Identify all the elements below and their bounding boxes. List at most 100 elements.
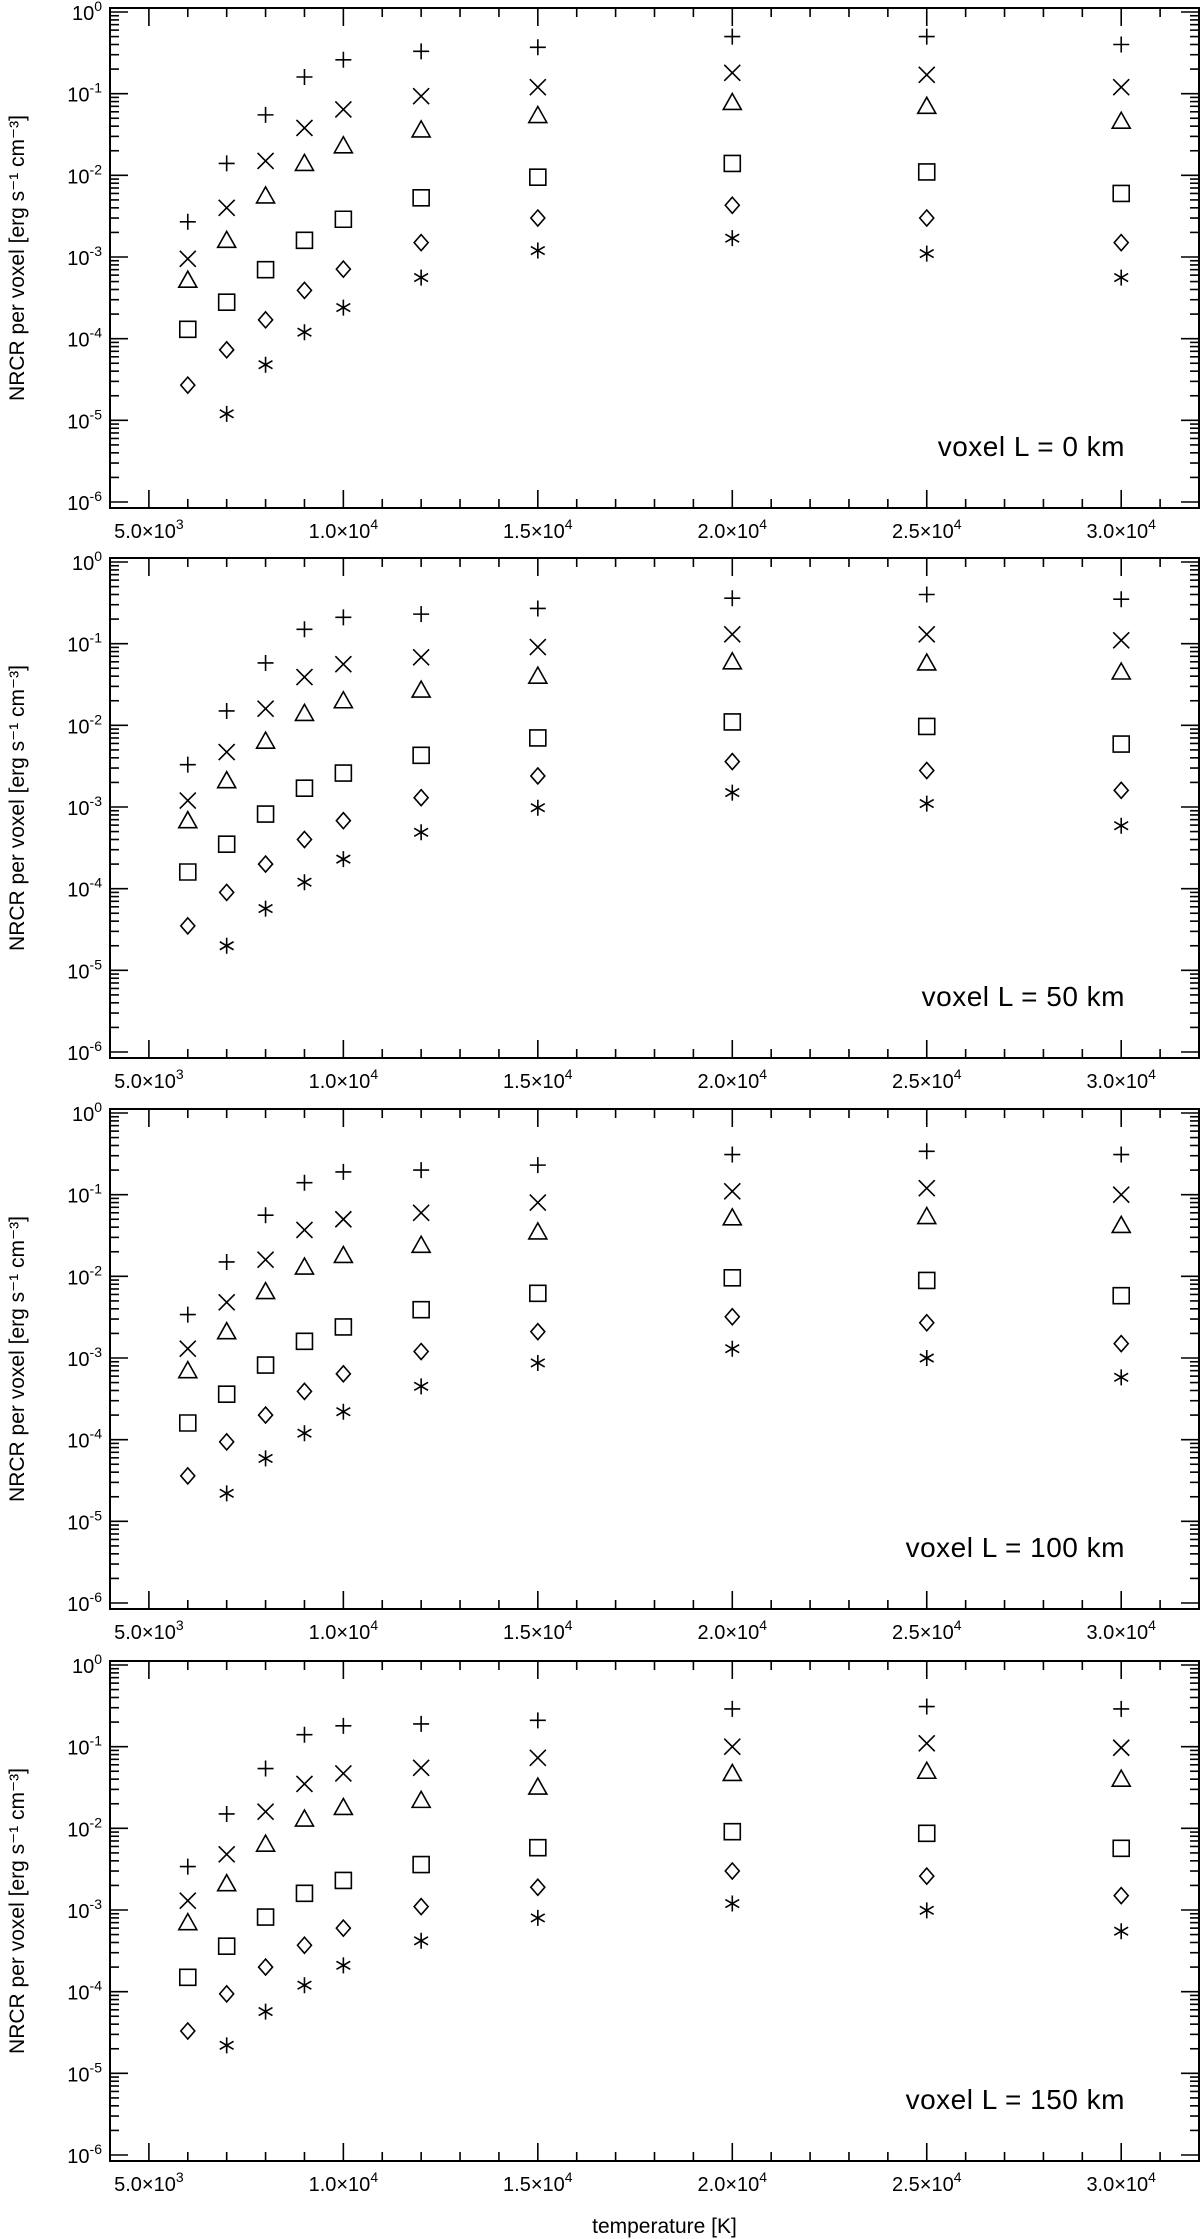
y-tick-base: 10 <box>67 880 89 902</box>
point-triangle <box>332 1244 354 1264</box>
point-cross <box>257 1803 275 1821</box>
x-tick-label: 1.0×104 <box>309 516 379 543</box>
x-tick-mantissa: 5.0×10 <box>114 2174 176 2196</box>
x-tick-exp: 4 <box>954 2169 962 2185</box>
point-cross <box>295 1775 314 1793</box>
x-tick-label: 1.5×104 <box>503 1066 573 1093</box>
point-diamond <box>1113 233 1130 252</box>
y-tick-base: 10 <box>72 1656 94 1678</box>
y-tick-base: 10 <box>67 1983 89 2005</box>
x-tick-label: 2.5×104 <box>892 516 962 543</box>
y-tick-label: 10-1 <box>67 1733 102 1760</box>
y-tick-exp: -3 <box>90 1896 103 1912</box>
point-triangle <box>294 1808 315 1827</box>
point-cross <box>334 655 352 673</box>
point-square <box>334 1318 353 1336</box>
panel-label: voxel L = 50 km <box>922 981 1125 1012</box>
point-square <box>412 1855 430 1874</box>
y-tick-base: 10 <box>67 2064 89 2086</box>
point-cross <box>295 1221 314 1239</box>
y-tick-exp: 0 <box>94 548 102 564</box>
x-tick-label: 2.5×104 <box>892 2169 962 2196</box>
y-axis-label: NRCR per voxel [erg s⁻¹ cm⁻³] <box>6 1216 29 1502</box>
y-tick-base: 10 <box>67 166 89 188</box>
y-tick-base: 10 <box>67 85 89 107</box>
x-tick-label: 5.0×103 <box>114 1066 184 1093</box>
y-tick-base: 10 <box>67 1738 89 1760</box>
point-triangle <box>177 1912 199 1931</box>
point-triangle <box>294 152 315 172</box>
y-tick-exp: -5 <box>90 1507 103 1523</box>
point-square <box>178 1968 197 1987</box>
point-plus <box>257 106 274 123</box>
point-triangle <box>332 1796 354 1816</box>
point-plus <box>296 68 313 85</box>
point-triangle <box>527 1776 549 1795</box>
y-tick-label: 10-4 <box>67 1978 102 2005</box>
y-tick-exp: -3 <box>90 1344 103 1360</box>
point-triangle <box>216 1321 238 1340</box>
point-diamond <box>529 1322 546 1341</box>
y-axis-label: NRCR per voxel [erg s⁻¹ cm⁻³] <box>6 1768 29 2054</box>
point-diamond <box>1113 781 1130 800</box>
x-tick-mantissa: 1.5×10 <box>503 521 565 543</box>
point-asterisk <box>1113 1923 1129 1940</box>
y-tick-label: 10-5 <box>67 956 102 983</box>
point-plus <box>1113 591 1130 608</box>
point-asterisk <box>1113 817 1129 834</box>
y-tick-base: 10 <box>67 798 89 820</box>
x-tick-label: 1.5×104 <box>503 516 573 543</box>
point-cross <box>1112 631 1130 649</box>
point-diamond <box>296 1936 313 1955</box>
x-tick-mantissa: 1.5×10 <box>503 1071 565 1093</box>
point-diamond <box>918 208 935 228</box>
x-tick-exp: 4 <box>565 1617 573 1633</box>
point-square <box>917 717 936 736</box>
y-tick-base: 10 <box>67 1819 89 1841</box>
point-square <box>217 835 236 854</box>
point-plus <box>724 28 741 45</box>
x-tick-exp: 3 <box>176 1617 184 1633</box>
point-diamond <box>179 1466 196 1486</box>
y-tick-exp: -1 <box>90 80 103 96</box>
y-tick-exp: -6 <box>90 1589 103 1605</box>
point-square <box>1112 184 1131 203</box>
y-tick-label: 10-6 <box>67 1589 102 1616</box>
point-asterisk <box>530 242 546 259</box>
x-tick-exp: 4 <box>759 1066 767 1082</box>
point-plus <box>335 609 352 626</box>
point-plus <box>724 590 741 607</box>
x-tick-exp: 4 <box>565 1066 573 1082</box>
point-plus <box>296 1726 313 1743</box>
point-diamond <box>413 1342 430 1361</box>
point-asterisk <box>919 245 935 262</box>
point-plus <box>218 155 235 172</box>
point-asterisk <box>297 1425 312 1442</box>
point-asterisk <box>258 1450 273 1467</box>
y-tick-label: 10-4 <box>67 325 102 352</box>
y-tick-exp: -5 <box>90 2059 103 2075</box>
point-square <box>723 713 742 731</box>
point-triangle <box>255 1280 276 1300</box>
point-square <box>256 1356 275 1374</box>
point-cross <box>295 119 314 137</box>
y-tick-label: 10-6 <box>67 488 102 515</box>
point-square <box>529 729 547 747</box>
y-tick-label: 100 <box>72 1651 102 1678</box>
point-plus <box>1113 1700 1130 1717</box>
point-plus <box>257 654 274 671</box>
point-asterisk <box>919 795 935 812</box>
point-triangle <box>721 1207 743 1226</box>
point-triangle <box>410 119 432 138</box>
point-asterisk <box>219 937 234 954</box>
point-square <box>334 210 353 229</box>
y-tick-label: 10-1 <box>67 1181 102 1208</box>
point-triangle <box>916 1760 938 1780</box>
x-tick-label: 2.0×104 <box>698 1066 768 1093</box>
x-tick-label: 1.5×104 <box>503 1617 573 1644</box>
point-diamond <box>413 788 430 807</box>
point-asterisk <box>413 1378 429 1395</box>
y-tick-base: 10 <box>67 1349 89 1371</box>
point-diamond <box>413 1897 430 1916</box>
